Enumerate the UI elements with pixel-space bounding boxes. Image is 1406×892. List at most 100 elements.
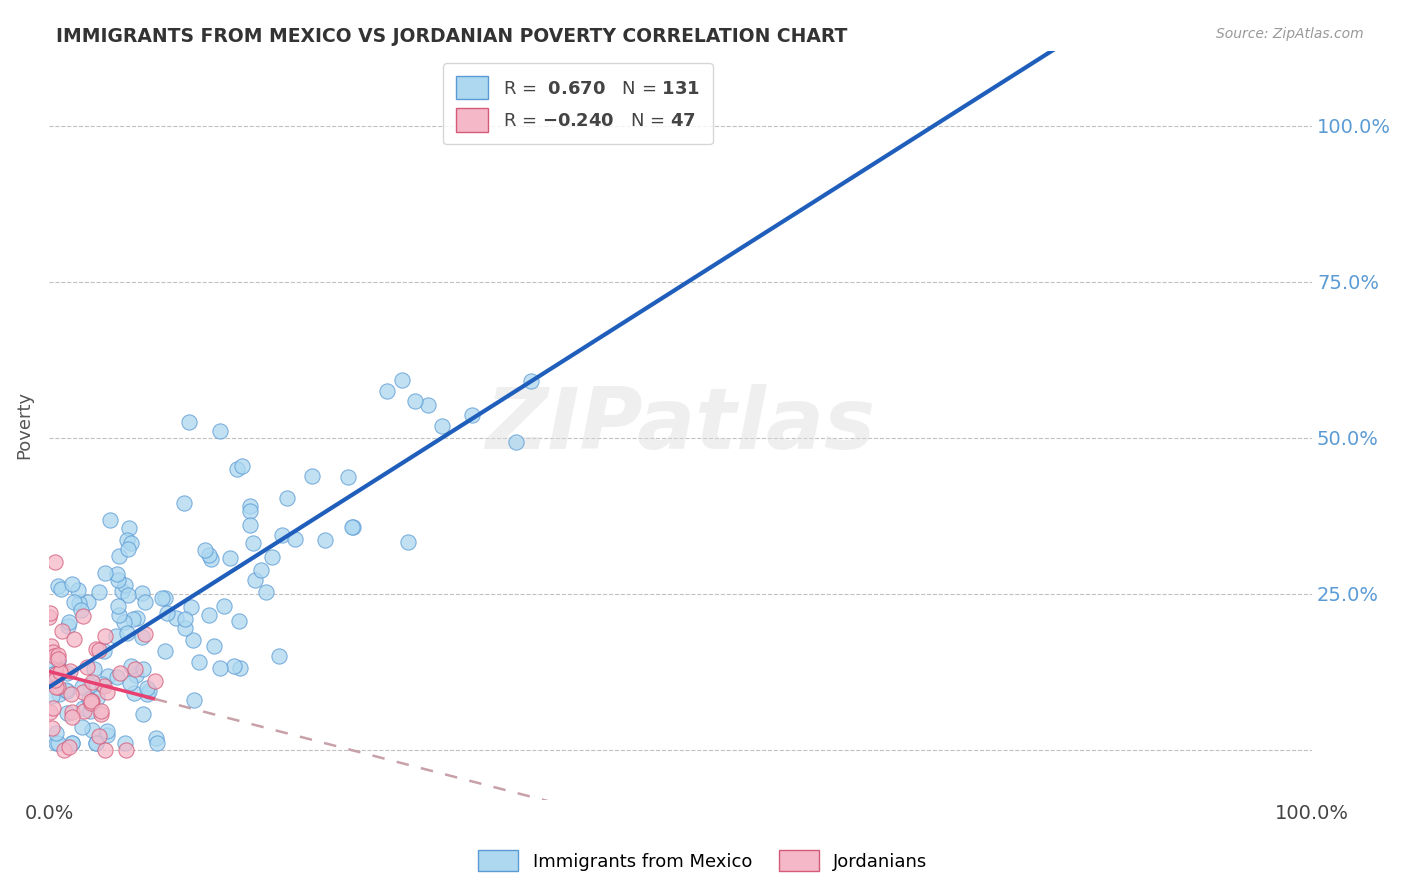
Point — [66, 582, 89, 597]
Point — [56, 619, 79, 633]
Point — [39, 705, 62, 719]
Point — [94, 566, 117, 581]
Point — [108, 549, 131, 564]
Point — [72, 685, 94, 699]
Point — [46, 648, 69, 662]
Point — [90, 707, 112, 722]
Point — [118, 676, 141, 690]
Point — [231, 459, 253, 474]
Point — [98, 513, 121, 527]
Point — [39, 639, 62, 653]
Point — [80, 723, 103, 737]
Point — [62, 705, 84, 719]
Point — [505, 434, 527, 449]
Point — [183, 692, 205, 706]
Point — [276, 491, 298, 506]
Point — [38, 610, 60, 624]
Point — [342, 520, 364, 534]
Point — [249, 563, 271, 577]
Point — [115, 742, 138, 756]
Point — [39, 667, 62, 681]
Point — [107, 573, 129, 587]
Point — [41, 700, 63, 714]
Point — [134, 627, 156, 641]
Point — [80, 694, 103, 708]
Point — [93, 679, 115, 693]
Point — [59, 664, 82, 678]
Point — [94, 630, 117, 644]
Point — [396, 535, 419, 549]
Point — [202, 640, 225, 654]
Point — [132, 662, 155, 676]
Point — [146, 736, 169, 750]
Point — [188, 655, 211, 669]
Point — [58, 740, 80, 755]
Point — [337, 469, 360, 483]
Point — [39, 672, 62, 686]
Point — [105, 670, 128, 684]
Point — [120, 658, 142, 673]
Point — [91, 677, 114, 691]
Y-axis label: Poverty: Poverty — [15, 391, 32, 459]
Point — [55, 684, 77, 698]
Point — [117, 589, 139, 603]
Point — [96, 723, 118, 738]
Point — [79, 678, 101, 692]
Point — [46, 680, 69, 694]
Point — [242, 536, 264, 550]
Point — [90, 704, 112, 718]
Point — [208, 425, 231, 439]
Point — [38, 606, 60, 620]
Point — [114, 736, 136, 750]
Point — [72, 701, 94, 715]
Point — [391, 373, 413, 387]
Point — [48, 687, 70, 701]
Point — [131, 707, 153, 722]
Point — [80, 675, 103, 690]
Point — [108, 666, 131, 681]
Point — [107, 599, 129, 614]
Point — [117, 541, 139, 556]
Point — [60, 577, 83, 591]
Point — [45, 680, 67, 694]
Point — [51, 624, 73, 639]
Point — [86, 691, 108, 706]
Point — [79, 691, 101, 706]
Point — [136, 681, 159, 695]
Point — [131, 585, 153, 599]
Point — [243, 573, 266, 587]
Point — [63, 595, 86, 609]
Point — [120, 536, 142, 550]
Point — [55, 683, 77, 698]
Point — [79, 704, 101, 718]
Point — [314, 533, 336, 548]
Point — [84, 736, 107, 750]
Point — [301, 469, 323, 483]
Point — [45, 667, 67, 681]
Point — [58, 615, 80, 629]
Text: IMMIGRANTS FROM MEXICO VS JORDANIAN POVERTY CORRELATION CHART: IMMIGRANTS FROM MEXICO VS JORDANIAN POVE… — [56, 27, 848, 45]
Point — [63, 632, 86, 646]
Point — [105, 629, 128, 643]
Point — [49, 664, 72, 678]
Point — [197, 608, 219, 623]
Point — [46, 736, 69, 750]
Point — [84, 736, 107, 750]
Point — [56, 665, 79, 680]
Point — [115, 625, 138, 640]
Point — [239, 504, 262, 518]
Point — [256, 585, 278, 599]
Point — [284, 532, 307, 546]
Point — [108, 607, 131, 622]
Legend: Immigrants from Mexico, Jordanians: Immigrants from Mexico, Jordanians — [471, 843, 935, 879]
Point — [520, 374, 543, 388]
Point — [145, 731, 167, 746]
Point — [180, 600, 202, 615]
Point — [138, 683, 160, 698]
Point — [153, 591, 176, 605]
Point — [72, 608, 94, 623]
Point — [214, 599, 236, 614]
Text: Source: ZipAtlas.com: Source: ZipAtlas.com — [1216, 27, 1364, 41]
Point — [83, 662, 105, 676]
Point — [122, 612, 145, 626]
